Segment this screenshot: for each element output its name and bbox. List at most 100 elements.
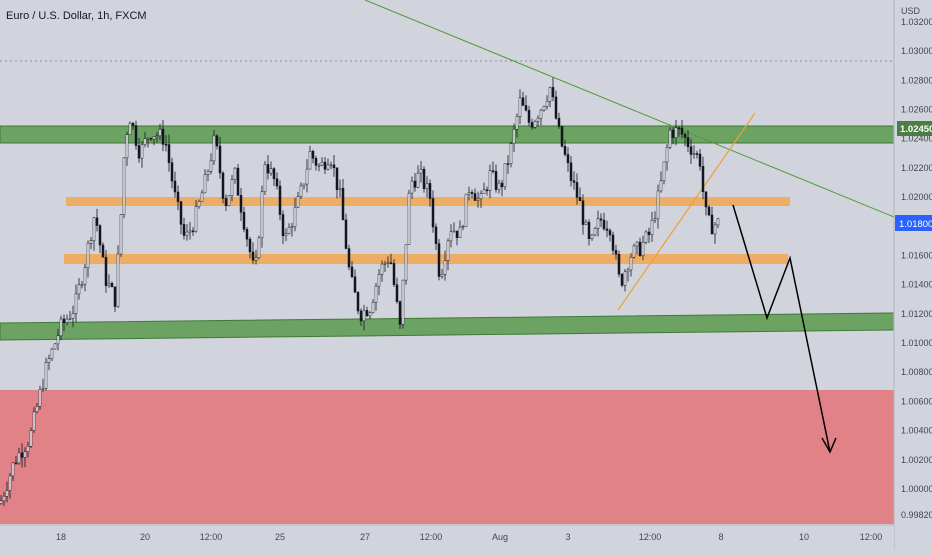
time-tick-labels: 18 20 12:00 25 27 12:00 Aug 3 12:00 8 10 12:00 — [56, 532, 882, 542]
candle-body — [581, 200, 585, 225]
candle-body — [386, 262, 390, 264]
candle-body — [284, 233, 288, 236]
candle-body — [533, 121, 537, 128]
candle-body — [503, 163, 507, 188]
candle-body — [440, 274, 444, 277]
candle-body — [278, 185, 282, 215]
price-tick-label: 1.02000 — [901, 192, 932, 202]
candle-body — [410, 180, 414, 194]
candle-body — [524, 105, 528, 111]
projection-path[interactable] — [732, 204, 831, 453]
candle-body — [347, 248, 351, 268]
candle-body — [296, 196, 300, 208]
candle-body — [68, 318, 72, 320]
candle-body — [650, 219, 654, 236]
candle-body — [596, 218, 600, 229]
candle-body — [179, 201, 183, 225]
candle-body — [629, 256, 633, 271]
candle-body — [98, 225, 102, 246]
candle-body — [626, 269, 630, 273]
price-tick-label: 0.99820 — [901, 510, 932, 520]
candle-body — [692, 153, 696, 155]
candle-body — [428, 183, 432, 199]
level-marker-badge — [897, 121, 932, 136]
candle-body — [368, 312, 372, 317]
candle-body — [0, 500, 3, 504]
price-tick-label: 1.02600 — [901, 104, 932, 114]
candle-body — [584, 221, 588, 225]
candle-body — [158, 128, 162, 137]
price-tick-labels: 1.03200 1.03000 1.02800 1.02600 1.02400 1.022… — [901, 17, 932, 520]
candle-body — [437, 243, 441, 277]
price-tick-label: 1.01200 — [901, 309, 932, 319]
candle-body — [407, 192, 411, 245]
candle-body — [140, 144, 144, 159]
time-tick-label: 20 — [140, 532, 150, 542]
time-axis[interactable] — [0, 525, 894, 550]
price-tick-label: 1.00800 — [901, 367, 932, 377]
candle-body — [656, 190, 660, 219]
candle-body — [128, 122, 132, 135]
candle-body — [659, 180, 663, 192]
candle-body — [149, 137, 153, 140]
candle-body — [698, 153, 702, 167]
candle-body — [485, 189, 489, 192]
candle-body — [167, 144, 171, 163]
candle-body — [515, 116, 519, 130]
candle-body — [260, 191, 264, 239]
ascending-trendline[interactable] — [617, 112, 756, 311]
candle-body — [602, 219, 606, 230]
candle-body — [464, 193, 468, 227]
candle-body — [329, 164, 333, 167]
candle-body — [290, 226, 294, 228]
candle-body — [452, 230, 456, 233]
candle-body — [101, 244, 105, 258]
candle-body — [479, 193, 483, 200]
candle-body — [647, 231, 651, 236]
candle-body — [569, 162, 573, 181]
candle-body — [200, 192, 204, 202]
candle-body — [239, 195, 243, 213]
time-tick-label: 18 — [56, 532, 66, 542]
candle-body — [272, 168, 276, 180]
descending-trendline[interactable] — [364, 0, 895, 218]
candle-body — [590, 234, 594, 239]
price-tick-label: 1.02800 — [901, 75, 932, 85]
candle-body — [92, 217, 96, 241]
candle-body — [683, 133, 687, 138]
candle-body — [623, 271, 627, 286]
price-axis[interactable] — [894, 0, 932, 550]
candle-body — [248, 238, 252, 253]
candle-body — [419, 168, 423, 174]
candle-body — [401, 279, 405, 325]
candle-body — [413, 180, 417, 188]
candle-body — [473, 193, 477, 201]
candle-body — [65, 318, 69, 323]
candle-body — [608, 230, 612, 236]
level-marker-label: 1.02450 — [900, 124, 932, 135]
price-tick-label: 1.00000 — [901, 484, 932, 494]
candle-body — [713, 224, 717, 235]
price-tick-label: 1.03000 — [901, 46, 932, 56]
candle-body — [341, 188, 345, 221]
axis-currency: USD — [901, 6, 921, 16]
candle-body — [494, 171, 498, 190]
candle-body — [362, 310, 366, 322]
time-tick-label: 25 — [275, 532, 285, 542]
upper-green-zone — [0, 125, 895, 144]
candle-body — [89, 240, 93, 244]
candle-body — [5, 490, 9, 497]
candle-body — [371, 302, 375, 314]
candle-body — [551, 87, 555, 98]
candle-body — [197, 200, 201, 207]
candle-body — [113, 286, 117, 307]
candle-body — [431, 198, 435, 228]
candle-body — [173, 180, 177, 193]
candle-body — [215, 135, 219, 147]
candle-body — [518, 97, 522, 117]
candle-body — [305, 168, 309, 185]
time-tick-label: 12:00 — [639, 532, 662, 542]
candle-body — [389, 262, 393, 264]
candle-body — [245, 229, 249, 240]
